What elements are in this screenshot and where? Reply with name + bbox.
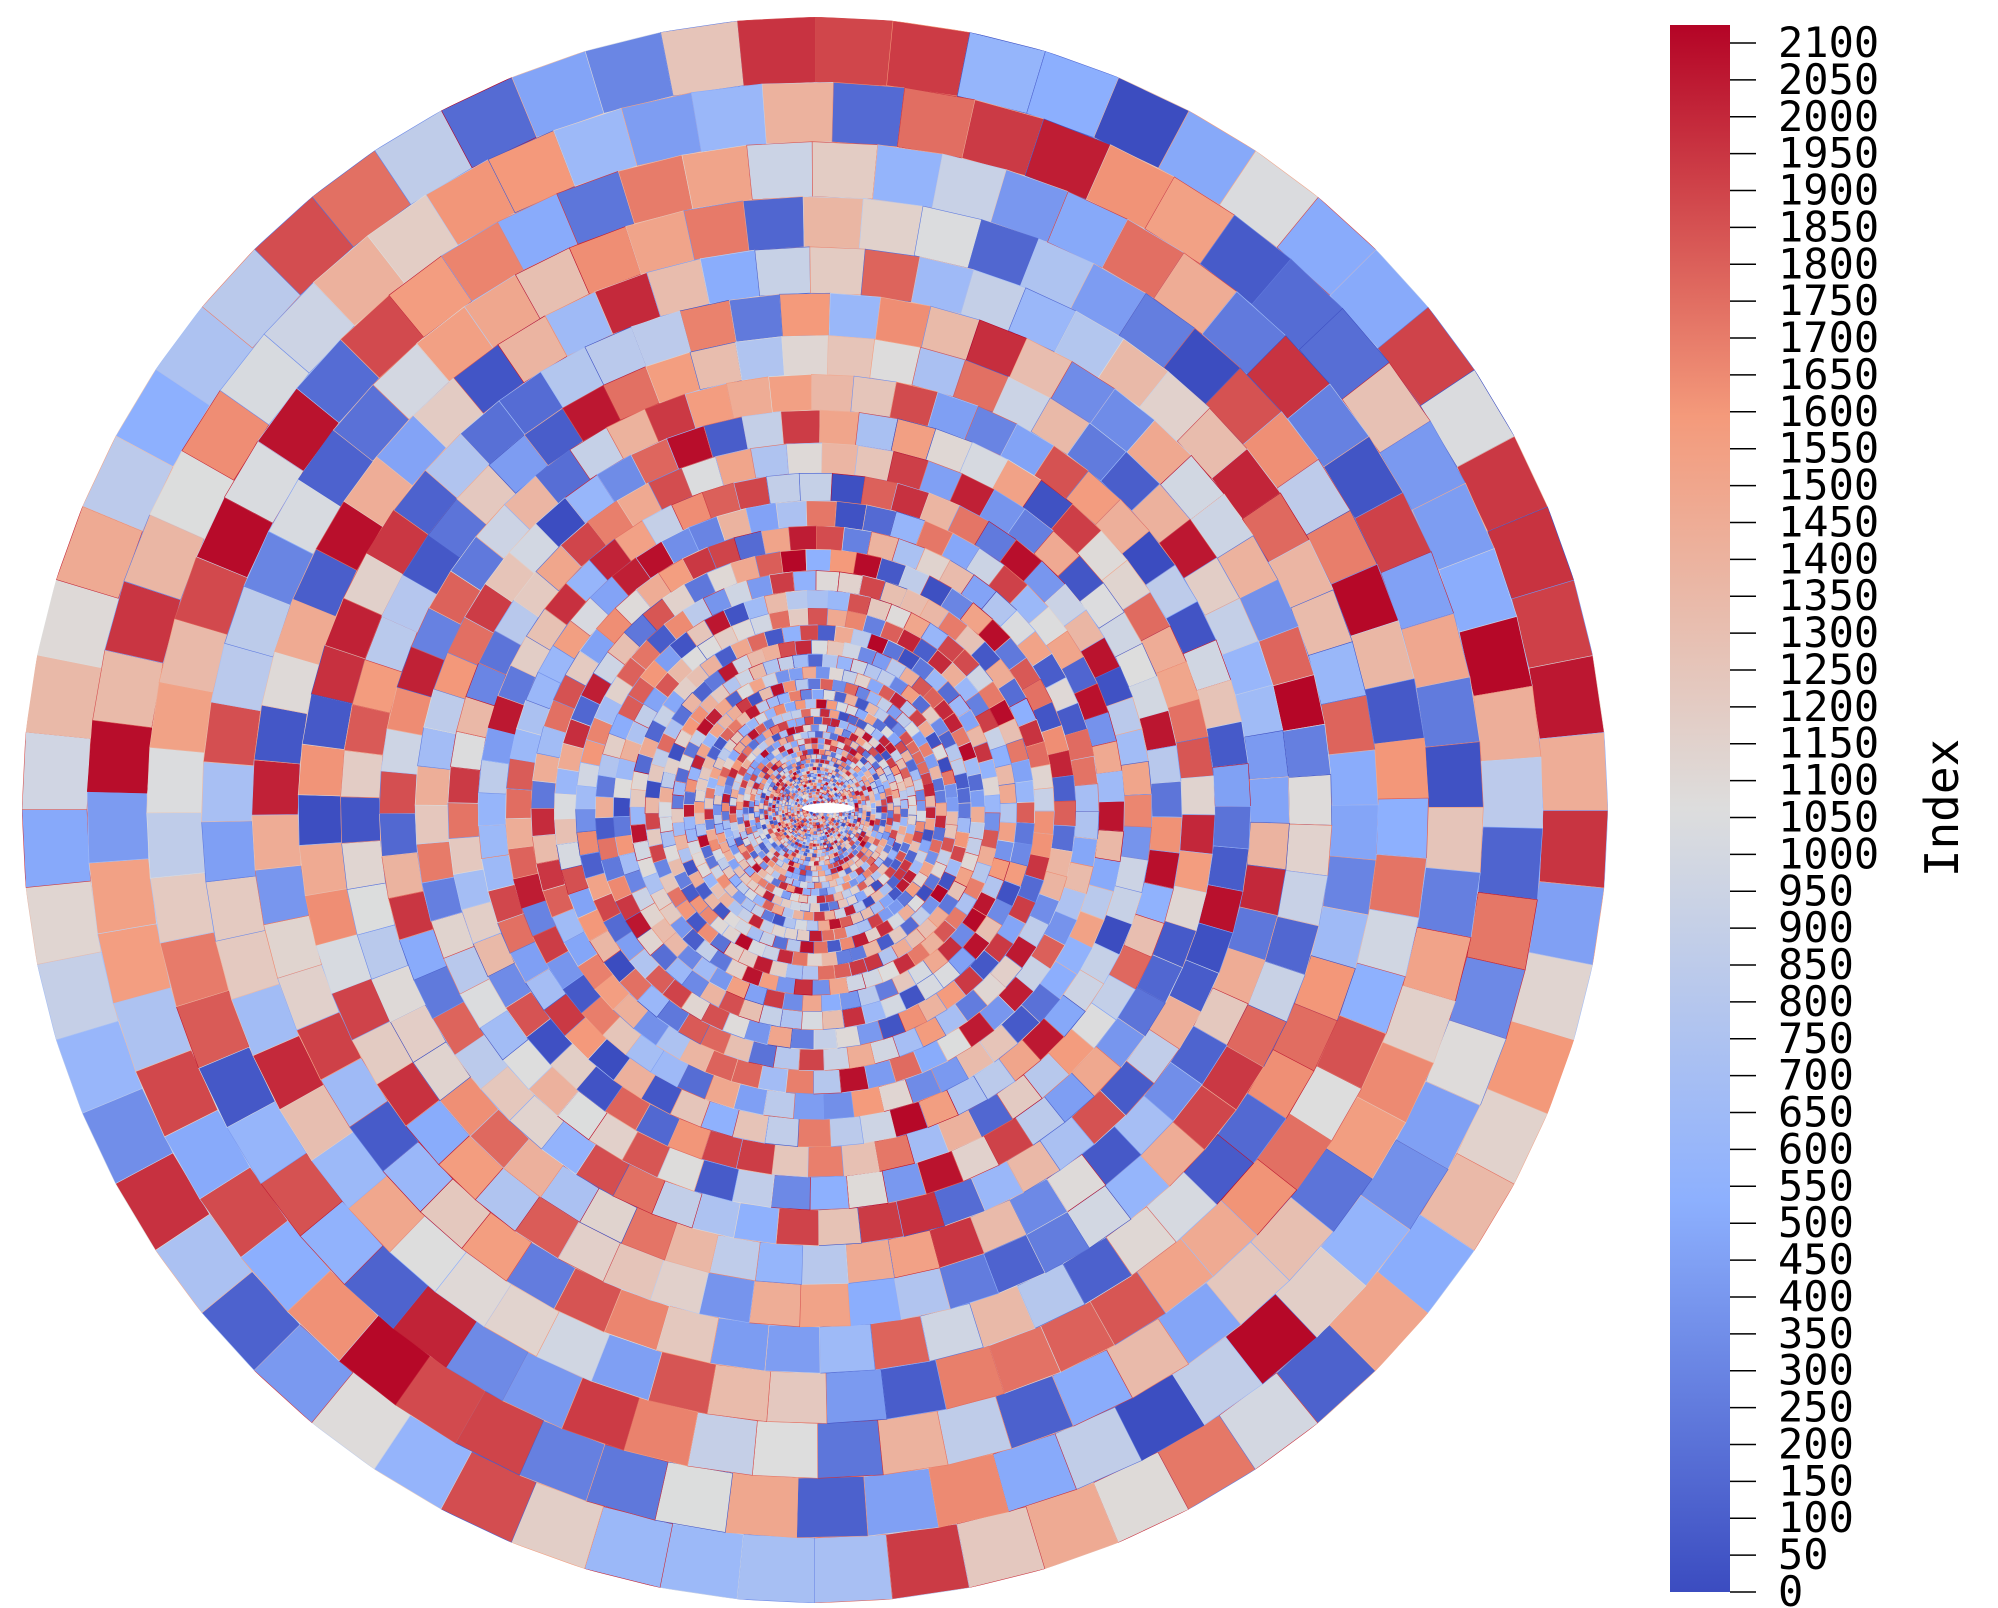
color-bar-ticks: 0501001502002503003504004505005506006507… [1730,18,1879,1608]
mesh-cells [22,17,1608,1603]
color-bar [1670,25,1730,1592]
legend-title: Index [1915,739,1969,877]
tick-label: 2100 [1778,18,1879,67]
